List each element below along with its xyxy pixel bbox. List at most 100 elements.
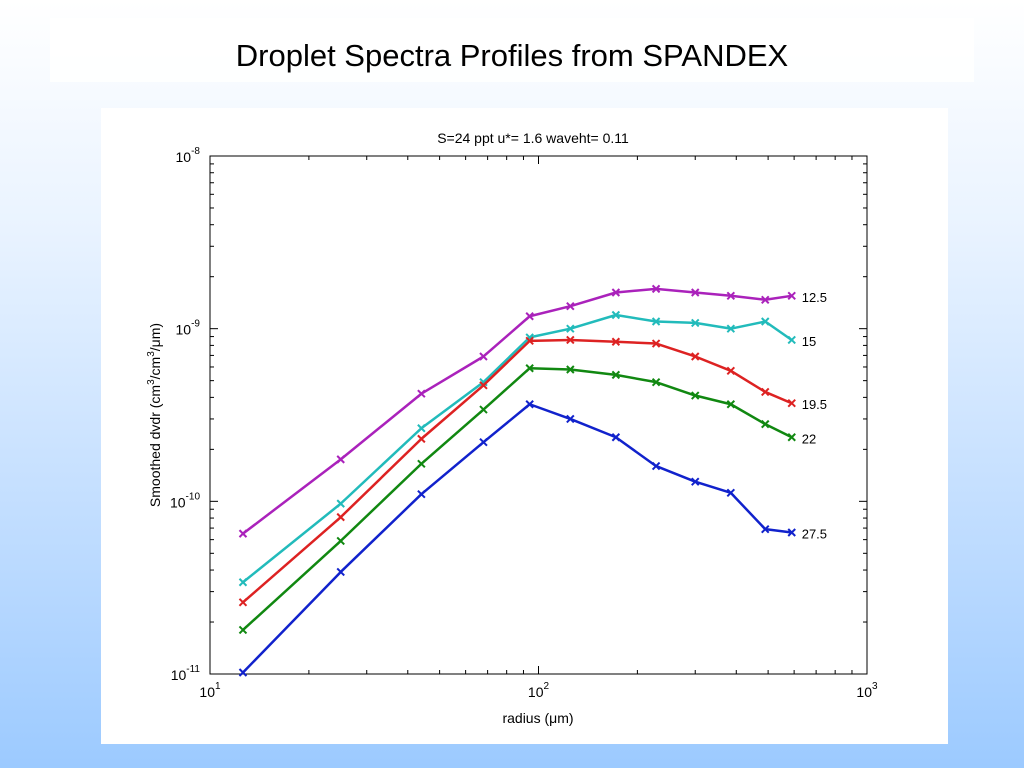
marker-stroke xyxy=(787,433,796,442)
data-point-marker xyxy=(761,524,770,534)
plot-frame xyxy=(209,155,868,675)
marker-stroke xyxy=(691,318,700,328)
data-point-marker xyxy=(726,400,736,409)
marker-stroke xyxy=(566,301,575,311)
data-point-marker xyxy=(651,461,661,471)
marker-stroke xyxy=(566,365,575,374)
marker-stroke xyxy=(479,352,488,361)
x-tick-label-exp: 2 xyxy=(544,681,550,692)
marker-stroke xyxy=(726,291,736,301)
x-tick-label-base: 10 xyxy=(528,684,544,700)
marker-stroke xyxy=(761,419,770,429)
y-tick-label-exp: -10 xyxy=(186,491,201,502)
series-12.5: 12.5 xyxy=(238,284,827,538)
data-point-marker xyxy=(479,438,488,447)
marker-stroke xyxy=(787,399,796,408)
marker-stroke xyxy=(726,400,736,409)
marker-stroke xyxy=(336,567,345,577)
data-point-marker xyxy=(479,381,488,390)
data-point-marker xyxy=(336,455,345,464)
data-point-marker xyxy=(651,317,661,326)
marker-stroke xyxy=(479,377,488,387)
data-point-marker xyxy=(566,301,575,311)
marker-stroke xyxy=(479,405,488,414)
marker-stroke xyxy=(726,366,736,376)
marker-stroke xyxy=(238,625,248,635)
marker-stroke xyxy=(525,364,534,373)
data-point-marker xyxy=(479,352,488,361)
data-point-marker xyxy=(726,291,736,301)
marker-stroke xyxy=(787,528,796,537)
x-tick-label-base: 10 xyxy=(199,684,215,700)
data-point-marker xyxy=(761,387,770,397)
marker-stroke xyxy=(761,295,770,304)
data-point-marker xyxy=(691,391,700,400)
series-line xyxy=(242,366,793,631)
marker-stroke xyxy=(611,370,621,380)
marker-stroke xyxy=(726,488,736,498)
y-tick-label-base: 10 xyxy=(171,667,187,683)
marker-stroke xyxy=(761,317,770,326)
data-point-marker xyxy=(691,288,700,297)
data-point-marker xyxy=(336,536,345,546)
marker-stroke xyxy=(417,489,426,499)
data-point-marker xyxy=(651,377,661,387)
data-point-marker xyxy=(611,310,621,320)
series-27.5: 27.5 xyxy=(238,400,827,677)
data-point-marker xyxy=(761,317,770,326)
data-point-marker xyxy=(611,288,621,297)
data-point-marker xyxy=(417,424,426,433)
marker-stroke xyxy=(787,335,796,345)
marker-stroke xyxy=(336,455,345,464)
data-point-marker xyxy=(611,337,621,346)
series-end-label: 12.5 xyxy=(802,290,827,305)
marker-stroke xyxy=(691,352,700,361)
data-point-marker xyxy=(417,489,426,499)
axis-ticks xyxy=(209,156,868,675)
marker-stroke xyxy=(336,512,345,522)
series-line xyxy=(242,402,792,674)
x-tick-label-exp: 1 xyxy=(215,681,221,692)
data-point-marker xyxy=(691,318,700,328)
data-point-marker xyxy=(525,400,534,409)
data-point-marker xyxy=(479,405,488,414)
marker-stroke xyxy=(651,317,661,326)
data-point-marker xyxy=(566,324,575,333)
marker-stroke xyxy=(525,336,534,346)
marker-stroke xyxy=(238,578,248,587)
marker-stroke xyxy=(238,668,248,677)
x-tick-label-exp: 3 xyxy=(872,681,878,692)
chart-title: S=24 ppt u*= 1.6 waveht= 0.11 xyxy=(437,130,629,146)
marker-stroke xyxy=(651,461,661,471)
x-tick-label: 101 xyxy=(199,681,221,700)
data-point-marker xyxy=(787,335,796,345)
data-point-marker xyxy=(726,488,736,498)
marker-stroke xyxy=(726,324,736,333)
y-axis-label-prefix: Smoothed dvdr (cm xyxy=(147,385,163,507)
marker-stroke xyxy=(566,324,575,333)
data-point-marker xyxy=(691,352,700,361)
marker-stroke xyxy=(238,598,248,607)
marker-stroke xyxy=(336,499,345,508)
y-axis-label-exp2: 3 xyxy=(146,351,157,357)
data-point-marker xyxy=(525,336,534,346)
data-point-marker xyxy=(525,364,534,373)
marker-stroke xyxy=(479,381,488,390)
series-end-label: 22 xyxy=(802,431,816,446)
series-line xyxy=(242,338,793,604)
data-point-marker xyxy=(238,578,248,587)
marker-stroke xyxy=(611,337,621,346)
data-point-marker xyxy=(651,339,661,348)
data-point-marker xyxy=(417,389,426,398)
marker-stroke xyxy=(525,400,534,409)
marker-stroke xyxy=(525,312,534,321)
data-point-marker xyxy=(726,324,736,333)
y-tick-label-exp: -9 xyxy=(191,319,200,330)
marker-stroke xyxy=(417,389,426,398)
data-point-marker xyxy=(761,419,770,429)
data-point-marker xyxy=(726,366,736,376)
data-point-marker xyxy=(238,668,248,677)
x-axis-label: radius (μm) xyxy=(502,710,573,726)
data-point-marker xyxy=(611,433,621,442)
